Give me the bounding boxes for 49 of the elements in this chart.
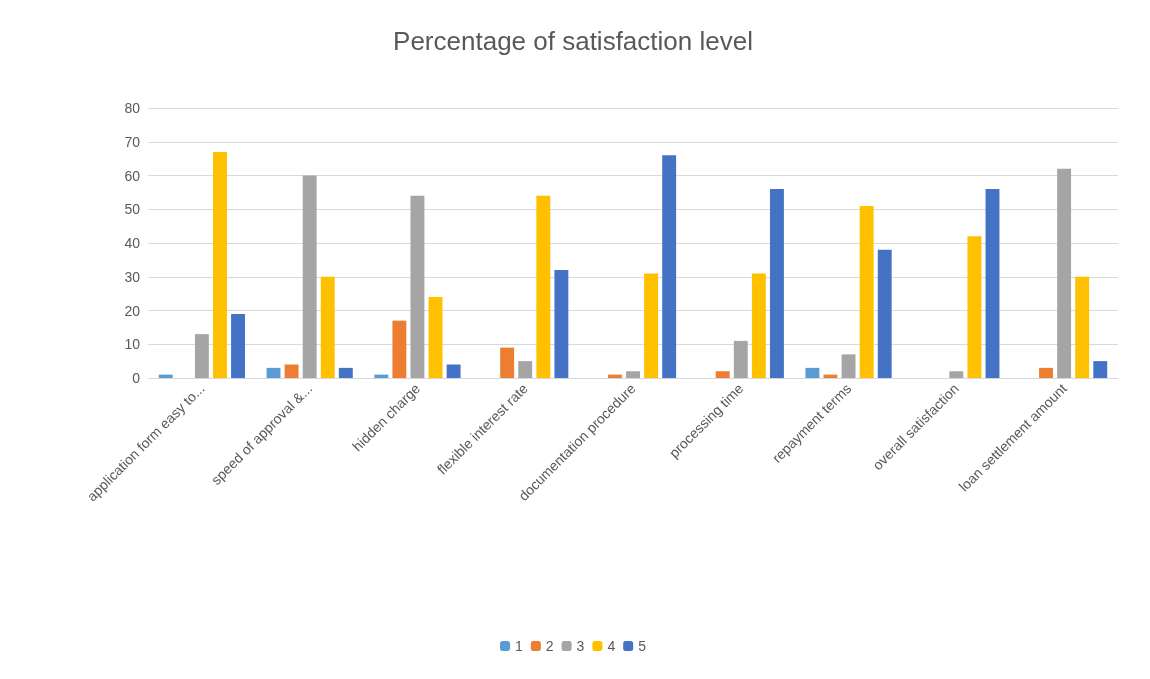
legend-label: 5	[638, 638, 647, 654]
bar	[769, 189, 784, 378]
bar	[985, 189, 1000, 378]
bar	[715, 371, 730, 378]
bar	[266, 367, 281, 378]
bar	[392, 320, 407, 378]
bar	[302, 175, 317, 378]
bar	[338, 367, 353, 378]
bar	[1057, 168, 1072, 378]
y-tick-label: 50	[124, 201, 141, 218]
bar	[644, 273, 659, 378]
bar	[662, 155, 677, 378]
bar	[554, 270, 569, 378]
bar	[751, 273, 766, 378]
bar	[877, 249, 892, 378]
y-tick-label: 60	[124, 167, 141, 184]
legend-label: 2	[545, 638, 554, 654]
bar	[841, 354, 856, 378]
y-tick-label: 70	[124, 133, 141, 150]
bar	[428, 297, 443, 378]
bar	[967, 236, 982, 378]
bar	[518, 361, 533, 378]
bar	[446, 364, 461, 378]
bar	[859, 205, 874, 378]
bar	[194, 334, 209, 378]
legend-label: 4	[607, 638, 616, 654]
bar	[949, 371, 964, 378]
bar	[410, 195, 425, 378]
y-tick-label: 30	[124, 268, 141, 285]
bar	[231, 313, 245, 378]
legend-label: 3	[576, 638, 585, 654]
chart-title: Percentage of satisfaction level	[393, 26, 753, 56]
y-tick-label: 40	[124, 235, 141, 251]
bar	[1093, 361, 1108, 378]
bar	[500, 347, 515, 378]
bar	[536, 195, 551, 378]
bar	[626, 371, 640, 378]
bar	[213, 151, 227, 378]
y-tick-label: 0	[132, 370, 141, 386]
bar	[1075, 276, 1090, 378]
y-tick-label: 10	[124, 336, 141, 353]
y-tick-label: 20	[124, 302, 141, 319]
bar	[284, 364, 299, 378]
bar	[805, 367, 820, 378]
legend-label: 1	[515, 638, 524, 654]
y-tick-label: 80	[124, 100, 141, 116]
bar	[320, 276, 335, 378]
bar	[1039, 367, 1053, 378]
bar	[733, 340, 748, 378]
